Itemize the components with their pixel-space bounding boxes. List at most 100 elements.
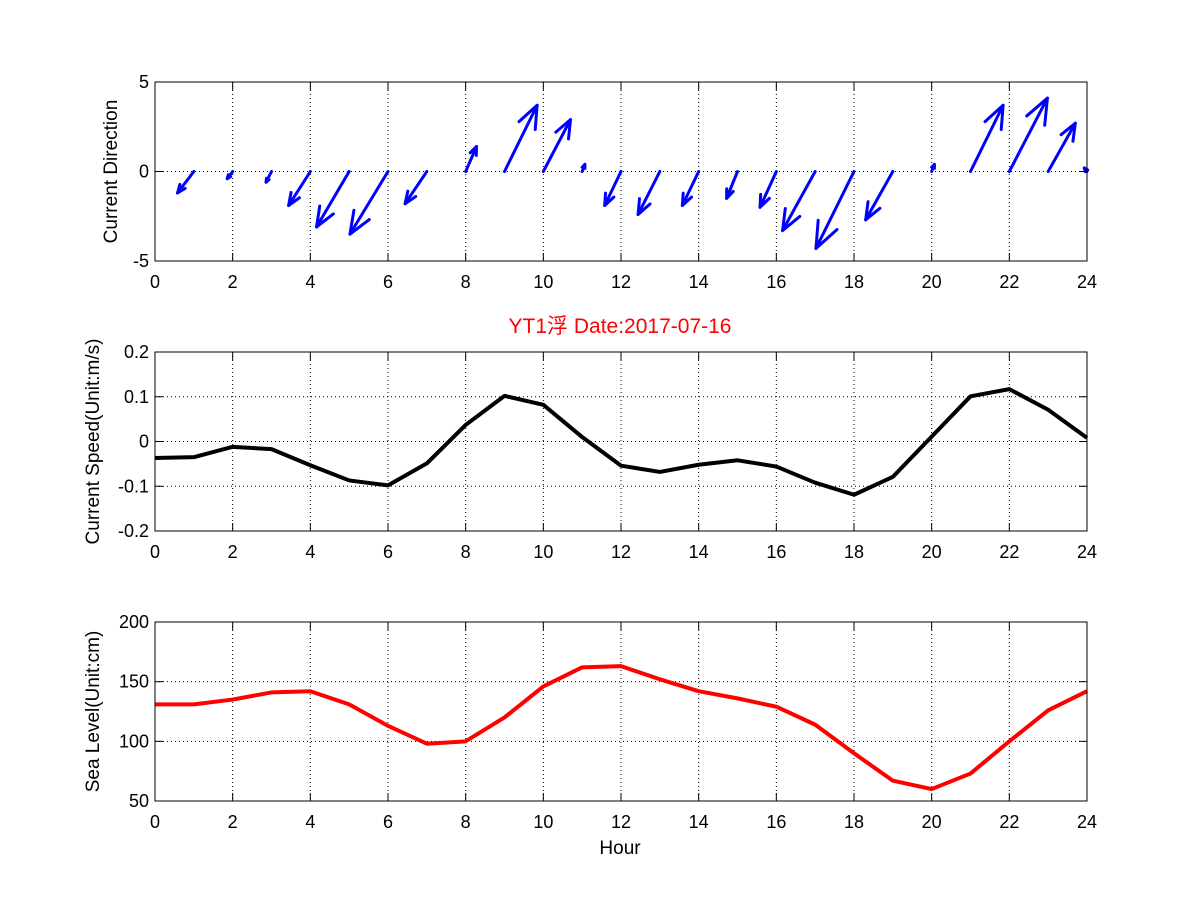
- x-tick-label: 12: [611, 542, 631, 562]
- data-point: [193, 456, 195, 458]
- arrow-head: [176, 182, 187, 195]
- data-point: [232, 699, 234, 701]
- current-arrow: [403, 170, 429, 206]
- x-tick-label: 10: [533, 542, 553, 562]
- data-point: [659, 471, 661, 473]
- current-arrow: [503, 103, 539, 173]
- y-axis-label: Current Speed(Unit:m/s): [83, 339, 104, 545]
- x-tick-label: 24: [1077, 272, 1097, 292]
- arrow-shaft: [1046, 121, 1077, 173]
- arrow-head: [403, 189, 418, 206]
- arrow-shaft: [541, 118, 573, 173]
- data-point: [542, 685, 544, 687]
- arrow-head: [348, 208, 371, 236]
- data-point: [232, 446, 234, 448]
- data-point: [348, 479, 350, 481]
- data-point: [814, 482, 816, 484]
- figure-title: YT1浮 Date:2017-07-16: [509, 315, 732, 338]
- current-arrow: [315, 170, 351, 229]
- current-arrow: [176, 170, 196, 195]
- x-tick-label: 24: [1077, 812, 1097, 832]
- current-arrow: [264, 170, 273, 184]
- x-tick-label: 8: [461, 272, 471, 292]
- current-arrow: [225, 170, 235, 181]
- x-tick-label: 4: [305, 272, 315, 292]
- x-tick-label: 22: [999, 542, 1019, 562]
- x-tick-label: 14: [689, 272, 709, 292]
- data-point: [504, 395, 505, 397]
- data-point: [309, 464, 311, 466]
- data-point: [426, 743, 428, 745]
- y-tick-label: 50: [129, 791, 149, 811]
- current-arrow: [680, 170, 701, 208]
- arrow-head: [468, 144, 479, 157]
- data-point: [620, 465, 622, 467]
- current-speed-plot: 0 2 4 6 8 10 12 14 16 18 20 22 24-0.2-0.100.10.2Curr…: [83, 339, 1097, 562]
- x-tick-label: 0: [150, 812, 160, 832]
- arrow-shaft: [403, 170, 429, 206]
- data-point: [504, 716, 505, 718]
- x-tick-label: 24: [1077, 542, 1097, 562]
- data-point: [542, 404, 544, 406]
- x-tick-label: 2: [228, 272, 238, 292]
- data-point: [581, 436, 583, 438]
- x-tick-label: 14: [689, 812, 709, 832]
- arrow-head: [225, 173, 233, 181]
- y-tick-label: 150: [119, 672, 149, 692]
- arrow-head: [1025, 96, 1049, 127]
- y-tick-label: 5: [139, 72, 149, 92]
- arrow-head: [930, 162, 936, 170]
- y-axis-label: Current Direction: [101, 100, 122, 244]
- data-point: [775, 466, 777, 468]
- x-tick-label: 12: [611, 812, 631, 832]
- data-point: [271, 448, 272, 450]
- data-point: [581, 666, 583, 668]
- current-arrow: [864, 170, 895, 222]
- data-point: [1008, 388, 1010, 390]
- arrow-shaft: [348, 170, 390, 236]
- data-point: [698, 464, 700, 466]
- arrow-head: [315, 204, 335, 229]
- current-arrow: [541, 118, 573, 173]
- arrow-shaft: [176, 170, 196, 195]
- current-arrow: [725, 170, 739, 200]
- arrow-shaft: [1007, 96, 1049, 173]
- arrow-shaft: [758, 170, 778, 209]
- current-arrow: [814, 170, 856, 250]
- data-point: [271, 691, 272, 693]
- current-arrow: [930, 162, 936, 173]
- y-tick-label: 0.1: [124, 387, 149, 407]
- x-tick-label: 20: [922, 542, 942, 562]
- arrow-head: [603, 191, 616, 208]
- y-tick-label: -0.1: [118, 476, 149, 496]
- data-point: [387, 484, 389, 486]
- arrow-head: [814, 218, 839, 250]
- data-point: [931, 788, 933, 790]
- arrow-head: [680, 191, 694, 208]
- data-point: [1008, 740, 1010, 742]
- current-arrow: [580, 162, 587, 173]
- x-tick-label: 6: [383, 272, 393, 292]
- arrow-head: [1059, 121, 1077, 143]
- x-tick-label: 0: [150, 542, 160, 562]
- current-arrow: [969, 103, 1005, 173]
- arrow-shaft: [781, 170, 817, 233]
- data-point: [737, 697, 738, 699]
- arrow-head: [264, 176, 271, 184]
- data-point: [348, 703, 350, 705]
- x-tick-label: 2: [228, 542, 238, 562]
- x-tick-label: 10: [533, 812, 553, 832]
- current-arrow: [464, 144, 479, 173]
- current-arrow: [781, 170, 817, 233]
- data-point: [465, 740, 467, 742]
- y-tick-label: 0: [139, 432, 149, 452]
- x-tick-label: 6: [383, 812, 393, 832]
- y-tick-label: 0: [139, 162, 149, 182]
- data-point: [970, 773, 971, 775]
- data-point: [814, 724, 816, 726]
- arrow-shaft: [636, 170, 662, 216]
- x-tick-label: 20: [922, 812, 942, 832]
- data-point: [853, 494, 855, 496]
- x-tick-label: 10: [533, 272, 553, 292]
